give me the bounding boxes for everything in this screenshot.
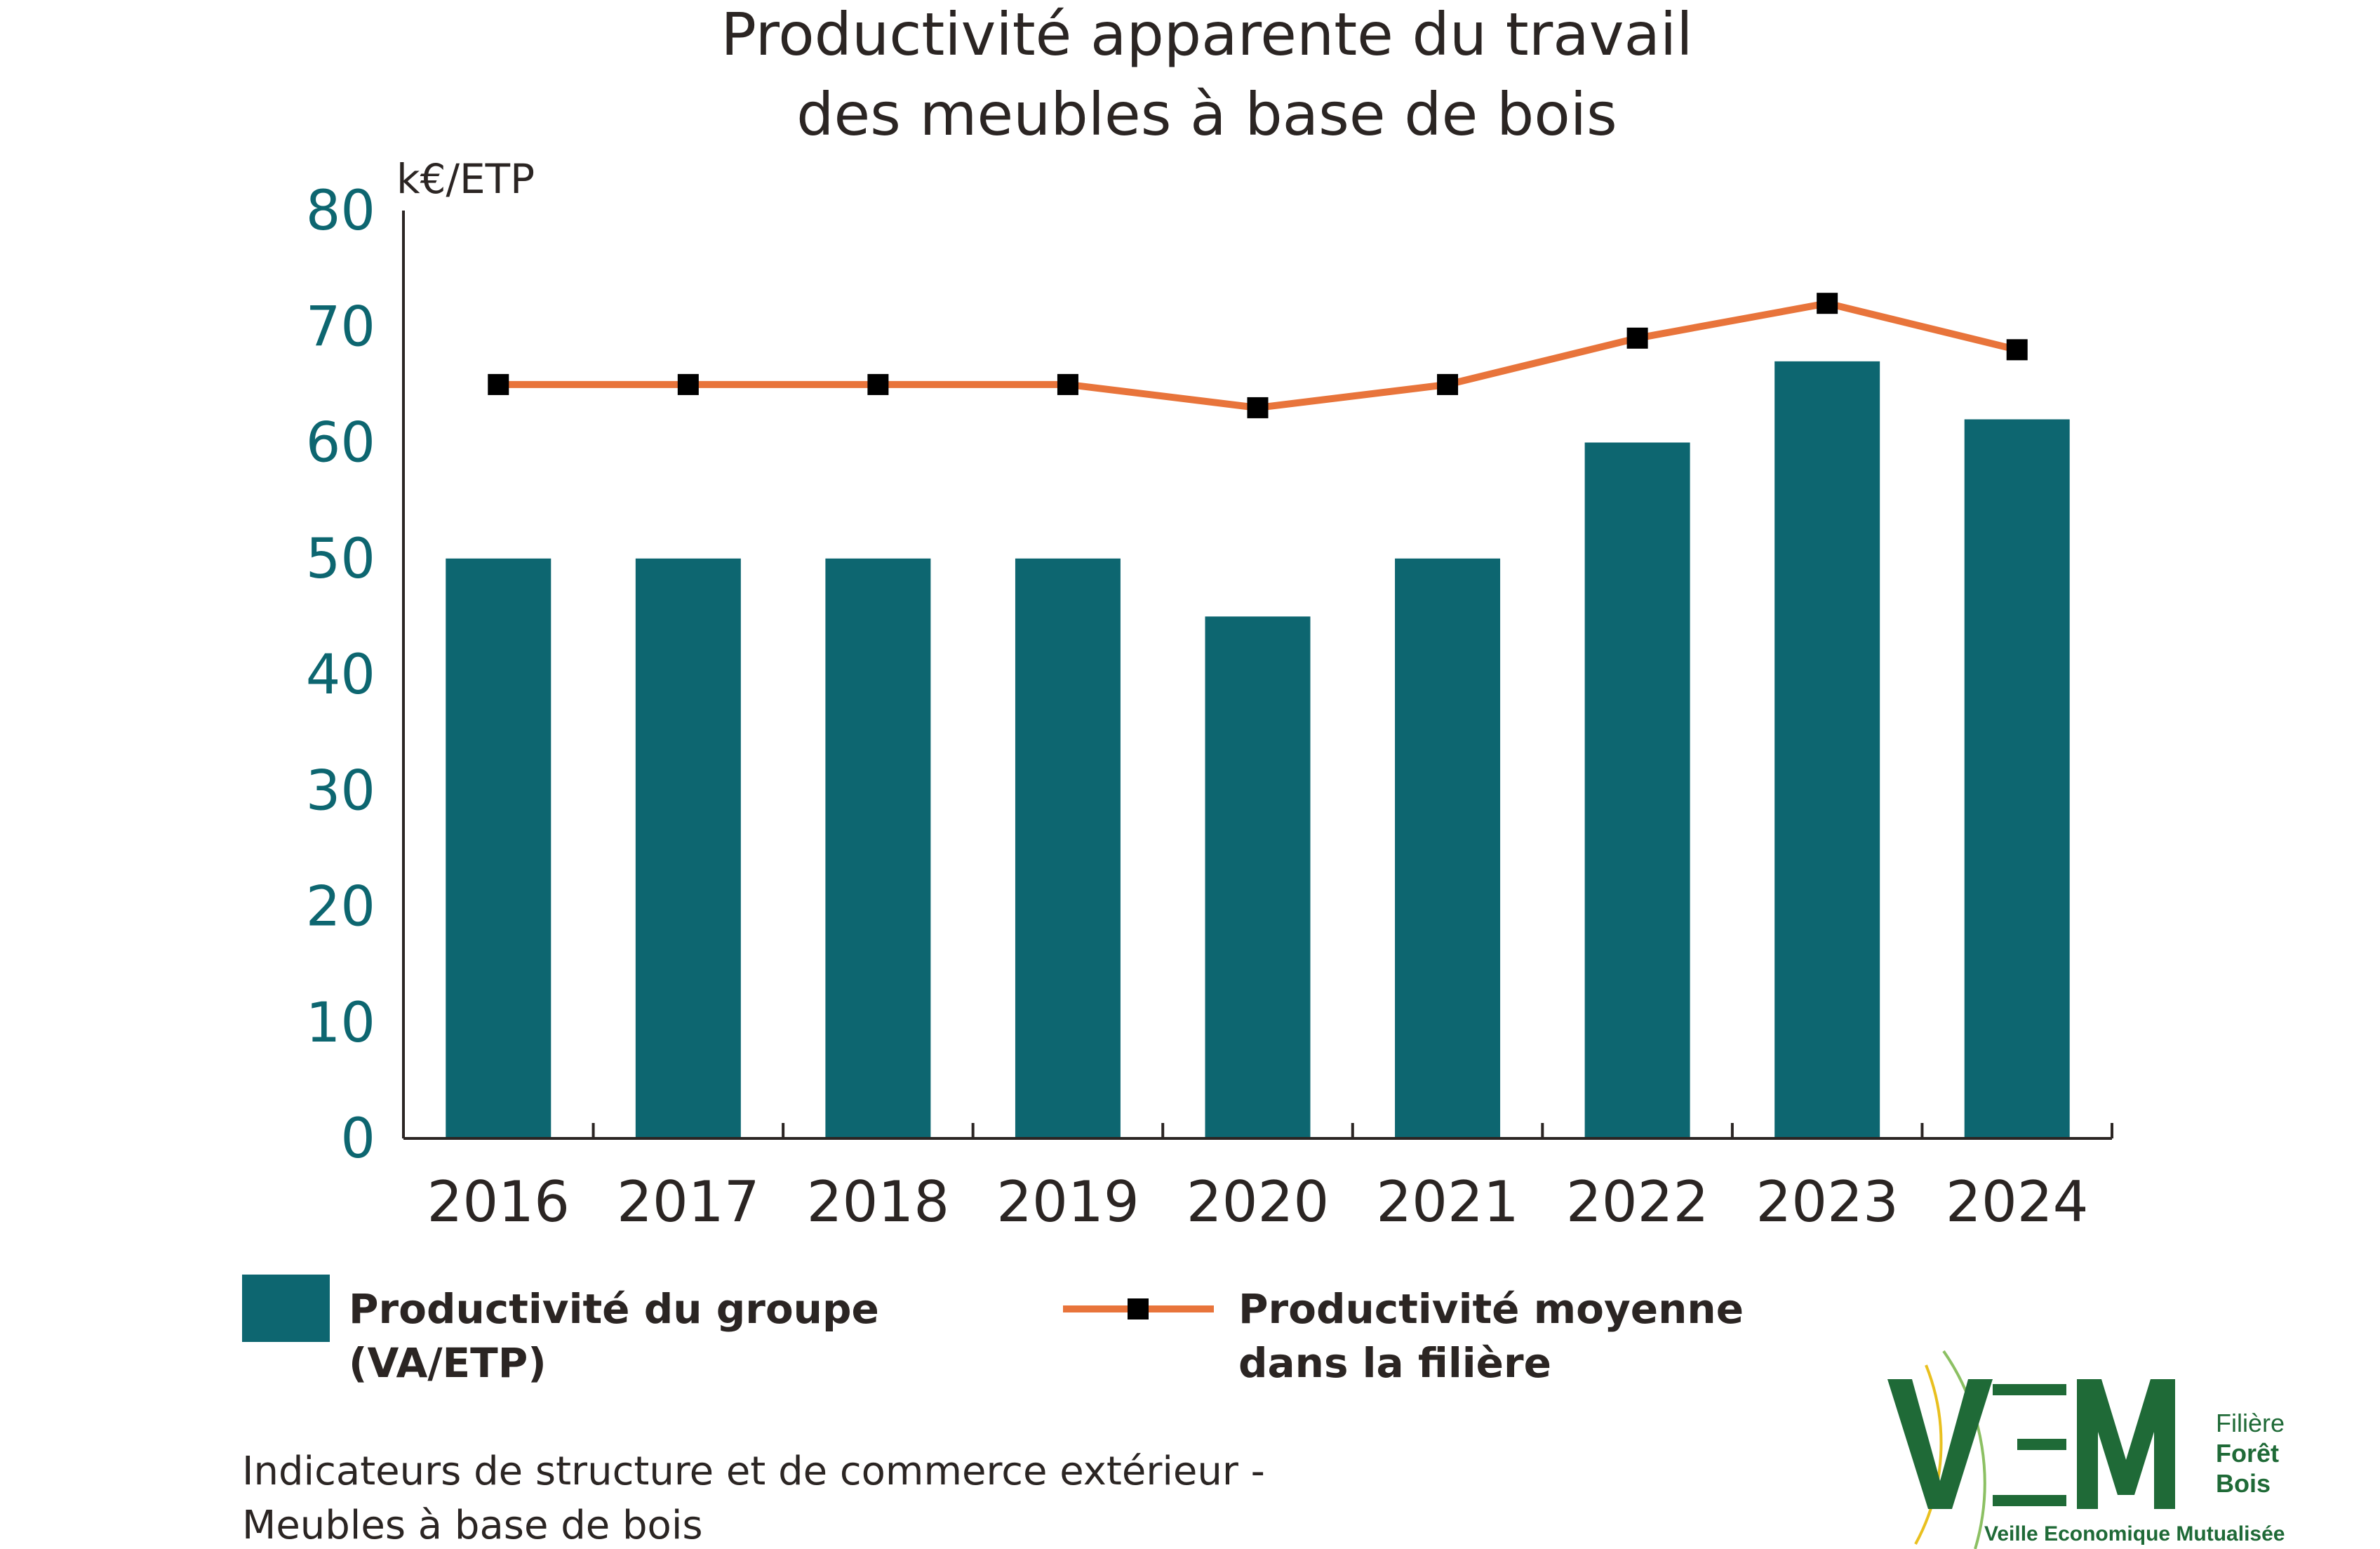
x-tick-label: 2021 (1376, 1169, 1519, 1235)
source-line-1: Indicateurs de structure et de commerce … (242, 1449, 1265, 1494)
y-tick-label: 0 (340, 1108, 375, 1171)
y-tick-label: 30 (306, 759, 375, 823)
legend-label-bar-line-1: Productivité du groupe (349, 1285, 879, 1333)
bar-2022 (1584, 442, 1690, 1138)
legend-swatch-marker (1128, 1298, 1149, 1319)
logo-letter-v (1887, 1379, 1993, 1509)
logo-text-filiere: Filière (2216, 1409, 2285, 1437)
legend-label-line-line-1: Productivité moyenne (1238, 1285, 1744, 1333)
x-tick-label: 2017 (617, 1169, 760, 1235)
y-tick-label: 20 (306, 876, 375, 939)
logo-tagline: Veille Economique Mutualisée (1984, 1522, 2285, 1545)
x-axis-ticks: 2016 2017 2018 2019 2020 2021 2022 2023 2024 (427, 1169, 2088, 1235)
axes (402, 211, 2113, 1140)
legend: Productivité du groupe (VA/ETP) Producti… (242, 1275, 1744, 1387)
x-tick-label: 2016 (427, 1169, 570, 1235)
logo-e-bar-mid (2017, 1439, 2066, 1450)
y-tick-label: 10 (306, 992, 375, 1055)
bar-2017 (635, 558, 741, 1138)
x-tick-label: 2023 (1756, 1169, 1899, 1235)
line-series (488, 293, 2028, 418)
y-tick-label: 50 (306, 528, 375, 591)
y-axis-unit-label: k€/ETP (396, 155, 535, 203)
line-marker-2022 (1626, 327, 1648, 349)
legend-swatch-bar (242, 1275, 330, 1342)
logo-arc-yellow (1914, 1364, 1943, 1545)
x-tick-label: 2020 (1186, 1169, 1330, 1235)
bar-2018 (825, 558, 931, 1138)
bar-2024 (1964, 419, 2070, 1139)
line-marker-2023 (1817, 293, 1838, 314)
line-marker-2024 (2006, 339, 2028, 361)
bar-series (446, 361, 2070, 1139)
logo-e-bar-top (1993, 1384, 2066, 1395)
logo-text-foret: Forêt (2216, 1439, 2279, 1468)
x-tick-label: 2024 (1946, 1169, 2089, 1235)
line-marker-2021 (1437, 373, 1459, 395)
vem-logo: Filière Forêt Bois Veille Economique Mut… (1887, 1350, 2285, 1549)
bar-2019 (1015, 558, 1121, 1138)
chart-title-line-2: des meubles à base de bois (796, 80, 1617, 149)
line-marker-2017 (677, 373, 699, 395)
logo-letter-m (2077, 1379, 2175, 1509)
x-tick-label: 2018 (807, 1169, 950, 1235)
logo-text-bois: Bois (2216, 1469, 2271, 1498)
logo-e-bar-bottom (1993, 1495, 2066, 1506)
bar-2021 (1395, 558, 1501, 1138)
bar-2020 (1205, 616, 1311, 1138)
bar-2023 (1774, 361, 1880, 1139)
x-tick-label: 2022 (1566, 1169, 1709, 1235)
line-marker-2018 (867, 373, 889, 395)
y-tick-label: 40 (306, 644, 375, 707)
y-tick-label: 60 (306, 412, 375, 475)
x-tick-label: 2019 (996, 1169, 1139, 1235)
line-marker-2020 (1247, 397, 1269, 418)
y-axis-ticks: 0 10 20 30 40 50 60 70 80 (306, 180, 375, 1171)
y-tick-label: 80 (306, 180, 375, 243)
source-line-2: Meubles à base de bois (242, 1503, 703, 1548)
legend-label-bar-line-2: (VA/ETP) (349, 1339, 547, 1387)
line-marker-2019 (1057, 373, 1078, 395)
line-marker-2016 (488, 373, 509, 395)
chart-title-line-1: Productivité apparente du travail (721, 0, 1692, 69)
y-tick-label: 70 (306, 295, 375, 359)
logo-arc-green (1942, 1350, 1986, 1549)
bar-2016 (446, 558, 551, 1138)
legend-label-line-line-2: dans la filière (1238, 1339, 1551, 1387)
